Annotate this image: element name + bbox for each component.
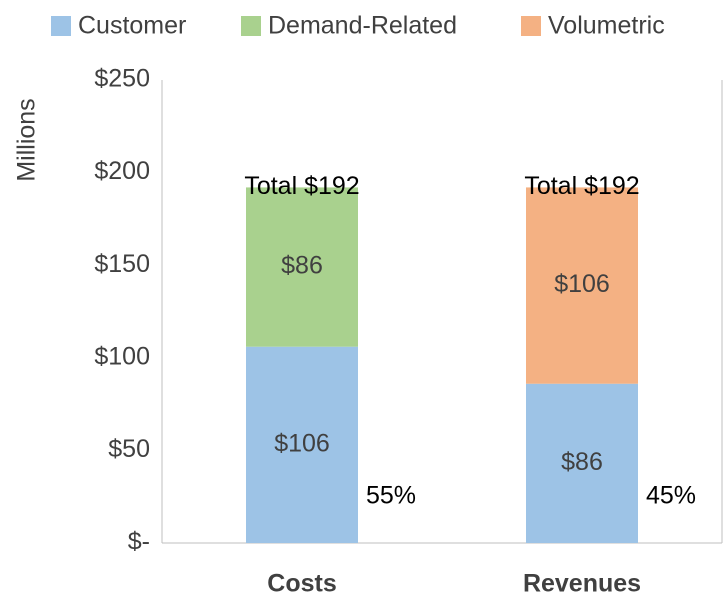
- bar-segment: [246, 187, 358, 347]
- y-tick-label: $100: [94, 342, 150, 370]
- value-label: $86: [561, 448, 603, 476]
- x-tick-label: Costs: [267, 570, 336, 597]
- y-tick-label: $150: [94, 250, 150, 278]
- legend-swatch: [521, 16, 541, 36]
- x-tick-label: Revenues: [523, 570, 641, 597]
- y-tick-label: $-: [128, 528, 150, 556]
- y-axis-label: Millions: [13, 98, 41, 181]
- share-label: 45%: [646, 482, 696, 510]
- value-label: $106: [554, 270, 610, 298]
- value-label: $86: [281, 252, 323, 280]
- legend-label: Customer: [78, 12, 186, 40]
- legend-label: Volumetric: [548, 12, 665, 40]
- legend-label: Demand-Related: [268, 12, 457, 40]
- y-tick-label: $50: [108, 435, 150, 463]
- bar-segment: [526, 187, 638, 384]
- legend-swatch: [241, 16, 261, 36]
- y-tick-label: $250: [94, 65, 150, 93]
- value-label: $106: [274, 429, 330, 457]
- total-label: Total $192: [244, 172, 359, 200]
- bar-segment: [246, 346, 358, 543]
- bar-segment: [526, 383, 638, 543]
- y-tick-label: $200: [94, 157, 150, 185]
- share-label: 55%: [366, 482, 416, 510]
- legend-swatch: [51, 16, 71, 36]
- total-label: Total $192: [524, 172, 639, 200]
